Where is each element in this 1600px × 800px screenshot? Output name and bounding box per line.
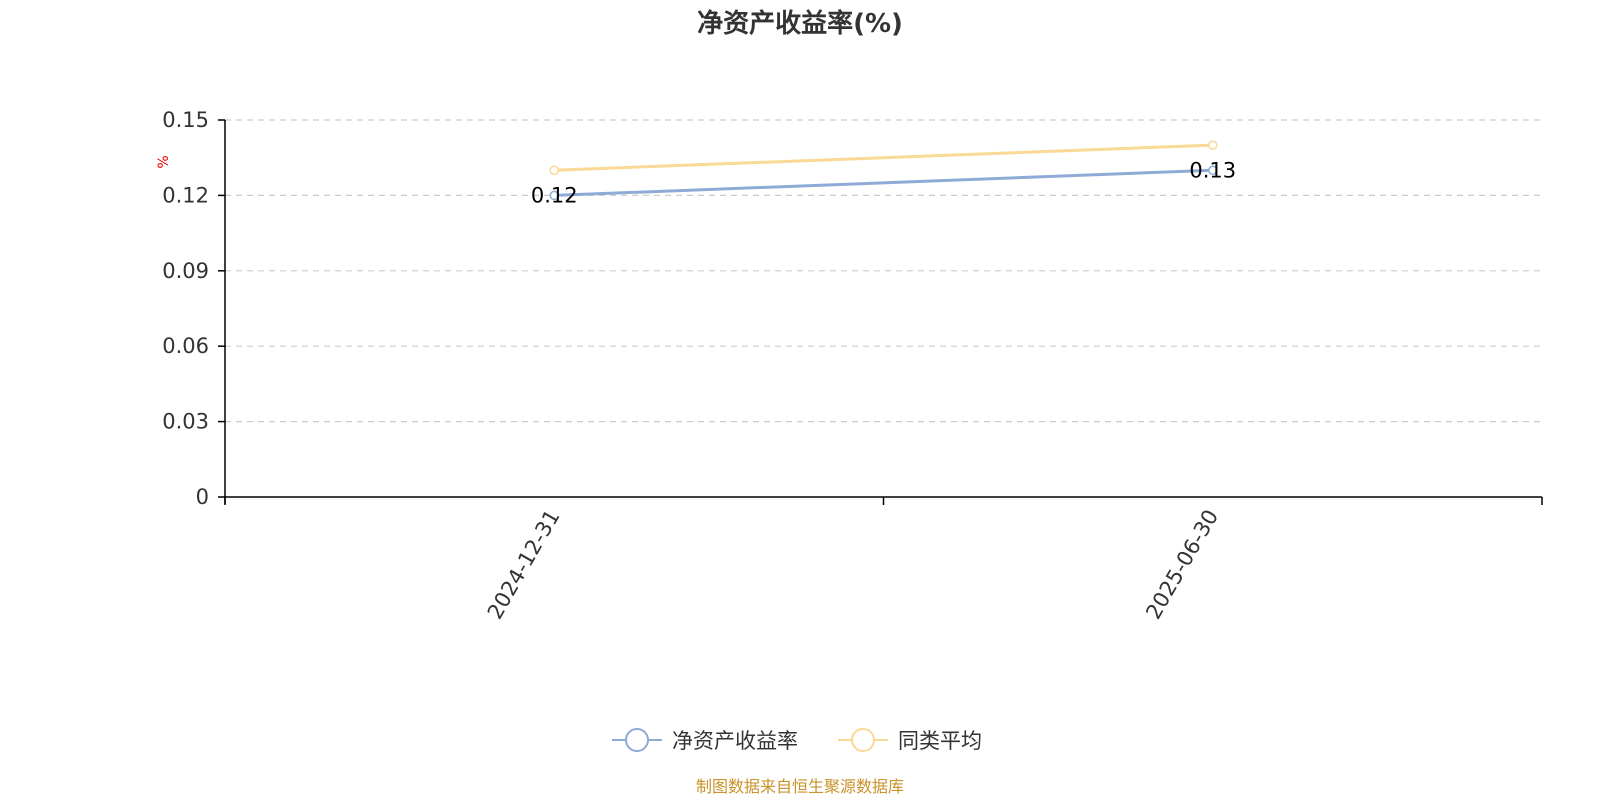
- legend-item[interactable]: 同类平均: [838, 728, 982, 753]
- legend-circle-icon: [851, 728, 875, 752]
- chart-title: 净资产收益率(%): [697, 8, 903, 39]
- series-lines: [549, 140, 1218, 201]
- y-tick-label: 0: [196, 485, 209, 509]
- legend-label: 净资产收益率: [672, 729, 798, 753]
- data-label: 0.13: [1189, 158, 1236, 182]
- legend-circle-icon: [625, 728, 649, 752]
- data-point[interactable]: [549, 190, 559, 201]
- x-tick-label: 2025-06-30: [1141, 506, 1223, 624]
- y-tick-label: 0.06: [162, 334, 209, 358]
- series-line: [554, 168, 1213, 197]
- data-point[interactable]: [1208, 140, 1218, 150]
- grid-lines: [225, 119, 1542, 423]
- legend[interactable]: 净资产收益率 同类平均: [612, 728, 982, 753]
- y-axis-unit-label: %: [156, 155, 172, 168]
- legend-item[interactable]: 净资产收益率: [612, 728, 798, 753]
- data-labels: 0.12 0.13: [531, 158, 1236, 207]
- legend-label: 同类平均: [898, 729, 982, 753]
- y-tick-label: 0.03: [162, 410, 209, 434]
- x-tick-label: 2024-12-31: [483, 506, 565, 624]
- y-tick-label: 0.09: [162, 259, 209, 283]
- series-line: [554, 143, 1213, 172]
- y-tick-label: 0.12: [162, 183, 209, 207]
- data-point[interactable]: [549, 165, 559, 176]
- data-point[interactable]: [1208, 165, 1218, 176]
- y-tick-label: 0.15: [162, 108, 209, 132]
- data-label: 0.12: [531, 183, 578, 207]
- source-note: 制图数据来自恒生聚源数据库: [696, 777, 904, 796]
